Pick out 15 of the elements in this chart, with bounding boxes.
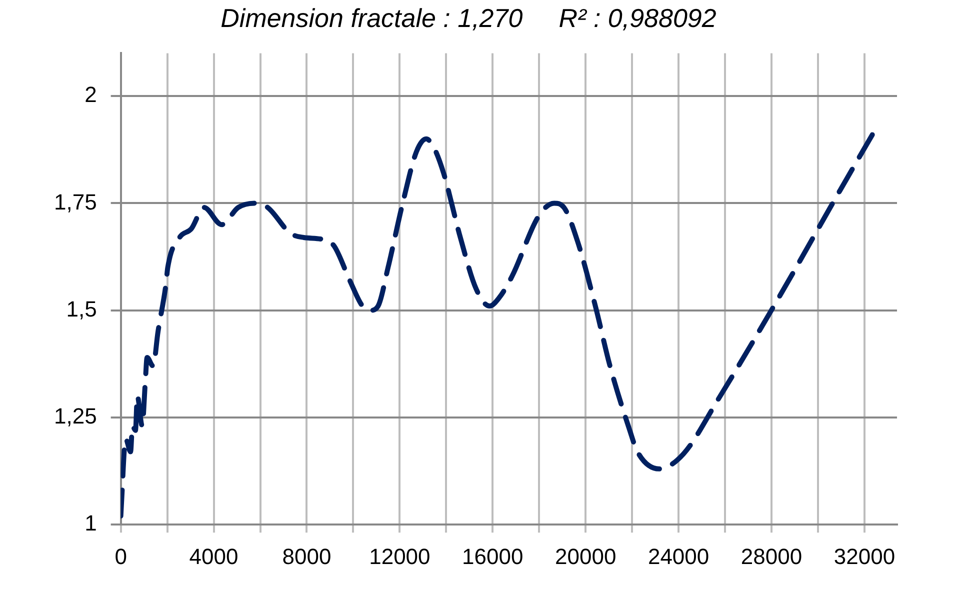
y-tick-label: 2: [84, 82, 97, 108]
x-tick-label: 20000: [555, 544, 616, 569]
x-tick-label: 8000: [282, 544, 332, 569]
y-tick-label: 1,25: [54, 404, 97, 429]
y-tick-label: 1: [84, 510, 97, 536]
x-tick-label: 28000: [740, 544, 802, 569]
x-tick-label: 0: [114, 544, 127, 569]
y-tick-label: 1,75: [54, 189, 97, 214]
x-tick-label: 16000: [462, 544, 524, 569]
chart-title: Dimension fractale : 1,270 R² : 0,988092: [220, 2, 717, 33]
x-tick-label: 24000: [648, 544, 710, 569]
x-tick-label: 4000: [189, 544, 238, 569]
x-tick-label: 12000: [369, 544, 430, 569]
x-tick-label: 32000: [834, 544, 896, 569]
y-tick-label: 1,5: [66, 296, 97, 322]
